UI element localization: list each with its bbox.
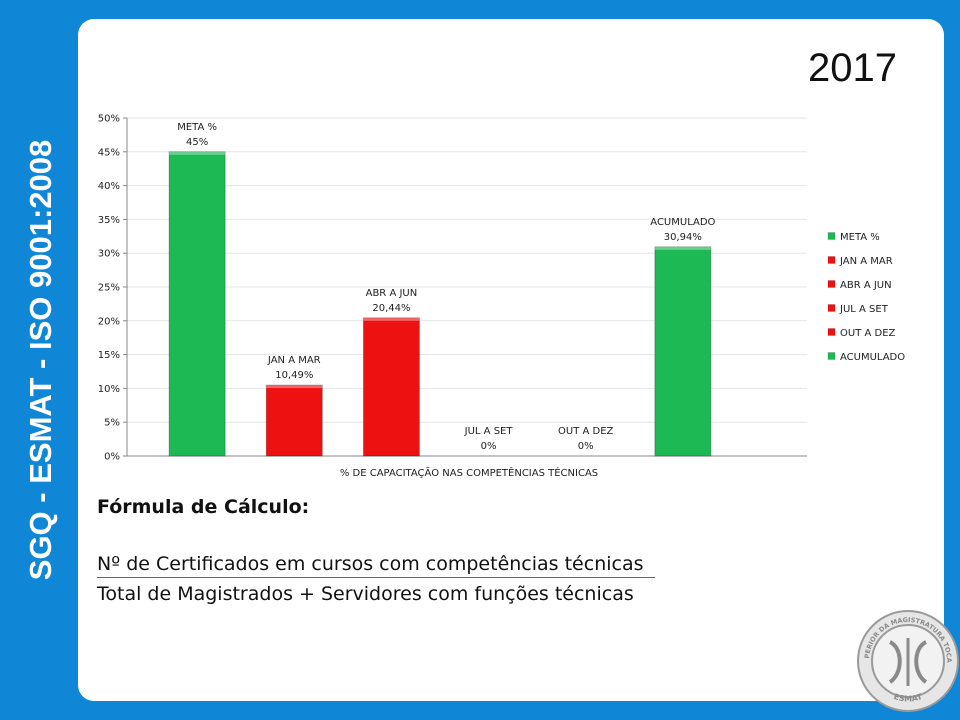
- bar-highlight: [266, 385, 323, 389]
- y-tick-label: 25%: [98, 283, 120, 294]
- y-tick-label: 40%: [98, 181, 120, 192]
- bar: [265, 384, 323, 457]
- bar-category-label: ACUMULADO: [650, 217, 715, 228]
- bar-highlight: [654, 246, 711, 250]
- esmat-seal-logo: ESCOLA SUPERIOR DA MAGISTRATURA TOCANTIN…: [855, 608, 959, 712]
- legend-label: JAN A MAR: [839, 256, 893, 267]
- bar: [654, 246, 712, 457]
- legend-label: META %: [840, 232, 880, 243]
- y-tick-label: 50%: [98, 114, 120, 125]
- y-tick-label: 5%: [104, 418, 120, 429]
- legend-swatch: [827, 232, 836, 240]
- bar-highlight: [169, 151, 226, 155]
- bar-category-label: JAN A MAR: [267, 355, 321, 366]
- legend-label: JUL A SET: [839, 304, 889, 315]
- y-tick-label: 10%: [98, 384, 120, 395]
- bar-category-label: OUT A DEZ: [558, 426, 614, 437]
- bar-value-label: 10,49%: [275, 370, 313, 381]
- y-tick-label: 15%: [98, 350, 120, 361]
- legend-label: OUT A DEZ: [840, 328, 896, 339]
- x-axis-title: % DE CAPACITAÇÃO NAS COMPETÊNCIAS TÉCNIC…: [340, 466, 598, 479]
- y-tick-label: 35%: [98, 215, 120, 226]
- bar-category-label: META %: [177, 122, 217, 133]
- bar-value-label: 0%: [578, 441, 594, 452]
- y-tick-label: 20%: [98, 316, 120, 327]
- bar: [168, 151, 226, 457]
- bar-value-label: 0%: [481, 441, 497, 452]
- y-tick-label: 45%: [98, 147, 120, 158]
- bar-value-label: 20,44%: [372, 303, 410, 314]
- bar-category-label: ABR A JUN: [366, 288, 418, 299]
- year-label: 2017: [808, 46, 897, 90]
- bar-value-label: 45%: [186, 137, 208, 148]
- legend-swatch: [827, 256, 836, 264]
- y-tick-label: 0%: [104, 452, 120, 463]
- legend-label: ABR A JUN: [840, 280, 892, 291]
- svg-text:ESMAT: ESMAT: [893, 692, 924, 704]
- bar: [362, 317, 420, 457]
- legend-swatch: [827, 352, 836, 360]
- bar-highlight: [363, 317, 420, 321]
- bar-category-label: JUL A SET: [464, 426, 514, 437]
- legend-swatch: [827, 304, 836, 312]
- formula-numerator: Nº de Certificados em cursos com competê…: [97, 553, 655, 578]
- y-tick-label: 30%: [98, 249, 120, 260]
- bar-value-label: 30,94%: [664, 232, 702, 243]
- formula-denominator: Total de Magistrados + Servidores com fu…: [97, 583, 634, 605]
- legend-swatch: [827, 280, 836, 288]
- legend-label: ACUMULADO: [840, 352, 905, 363]
- formula-title: Fórmula de Cálculo:: [97, 496, 310, 518]
- legend-swatch: [827, 328, 836, 336]
